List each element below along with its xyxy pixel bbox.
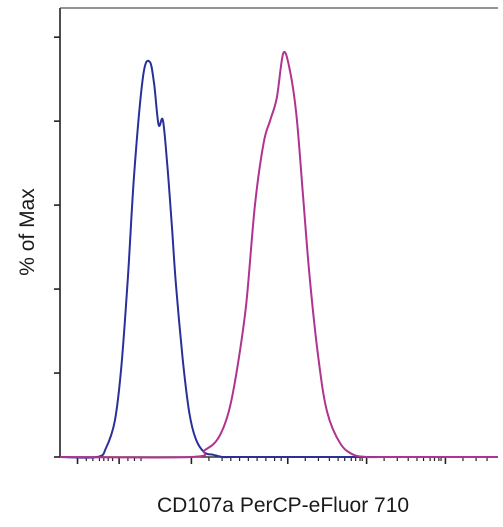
series-line-2 <box>59 50 498 459</box>
y-ticks <box>54 36 60 458</box>
x-axis-title: CD107a PerCP-eFluor 710 <box>157 494 409 517</box>
plot-area <box>54 7 498 464</box>
series-layer <box>59 50 498 459</box>
y-axis-title: % of Max <box>16 188 39 276</box>
series-line-1 <box>59 59 498 459</box>
